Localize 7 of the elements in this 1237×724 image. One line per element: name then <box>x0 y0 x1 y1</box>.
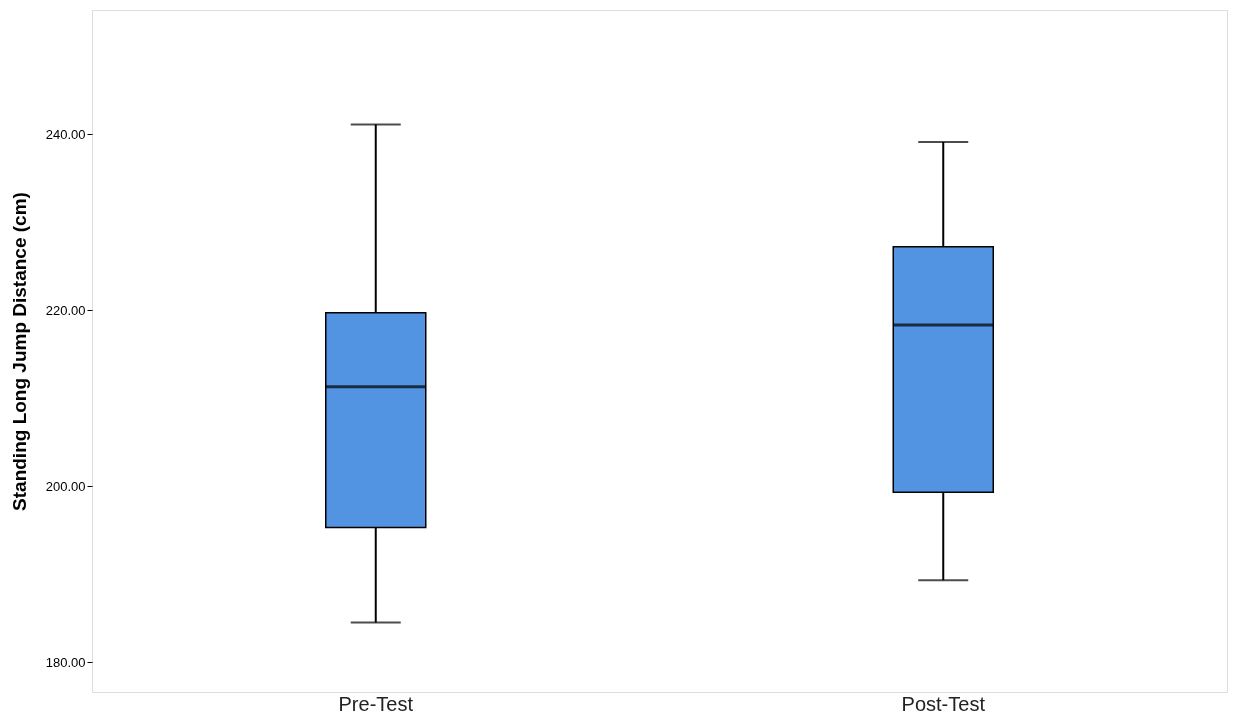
x-tick-label: Pre-Test <box>338 692 414 715</box>
y-tick-label: 220.00 <box>45 302 86 318</box>
x-tick-label: Post-Test <box>901 692 986 715</box>
y-tick-label: 200.00 <box>45 478 86 494</box>
y-axis-title: Standing Long Jump Distance (cm) <box>8 192 30 511</box>
y-tick-label: 240.00 <box>45 126 86 142</box>
y-tick-label: 180.00 <box>45 654 86 670</box>
